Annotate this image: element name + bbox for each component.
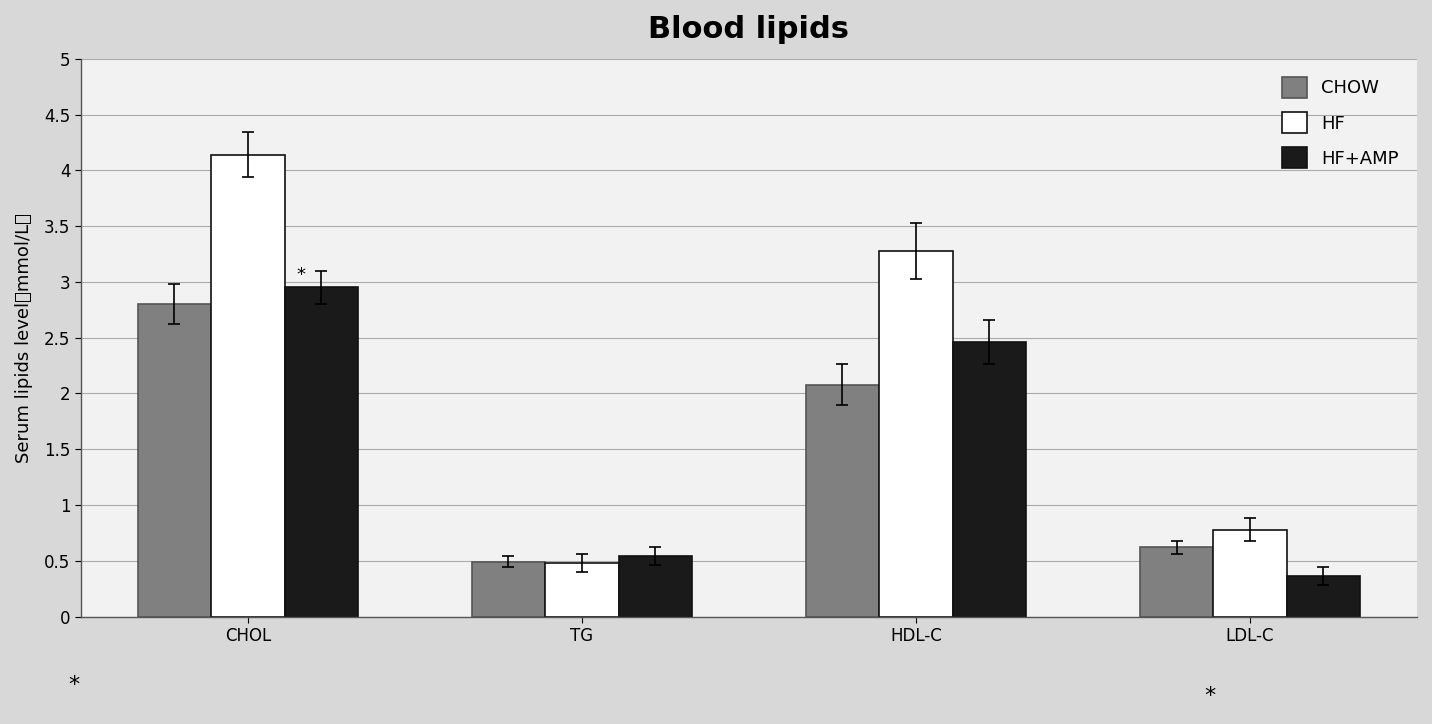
Title: Blood lipids: Blood lipids [649,15,849,44]
Bar [285,287,358,617]
Bar [952,342,1027,617]
Bar [619,556,692,617]
Bar [211,155,285,617]
Bar [879,251,952,617]
Bar [1140,547,1213,617]
Bar [806,384,879,617]
Text: *: * [1204,686,1216,706]
Bar [471,562,546,617]
Bar [137,304,211,617]
Legend: CHOW, HF, HF+AMP: CHOW, HF, HF+AMP [1273,68,1408,177]
Bar [1213,529,1287,617]
Y-axis label: Serum lipids level（mmol/L）: Serum lipids level（mmol/L） [14,213,33,463]
Text: *: * [69,675,80,694]
Bar [546,563,619,617]
Bar [1287,576,1360,617]
Text: *: * [296,266,306,284]
